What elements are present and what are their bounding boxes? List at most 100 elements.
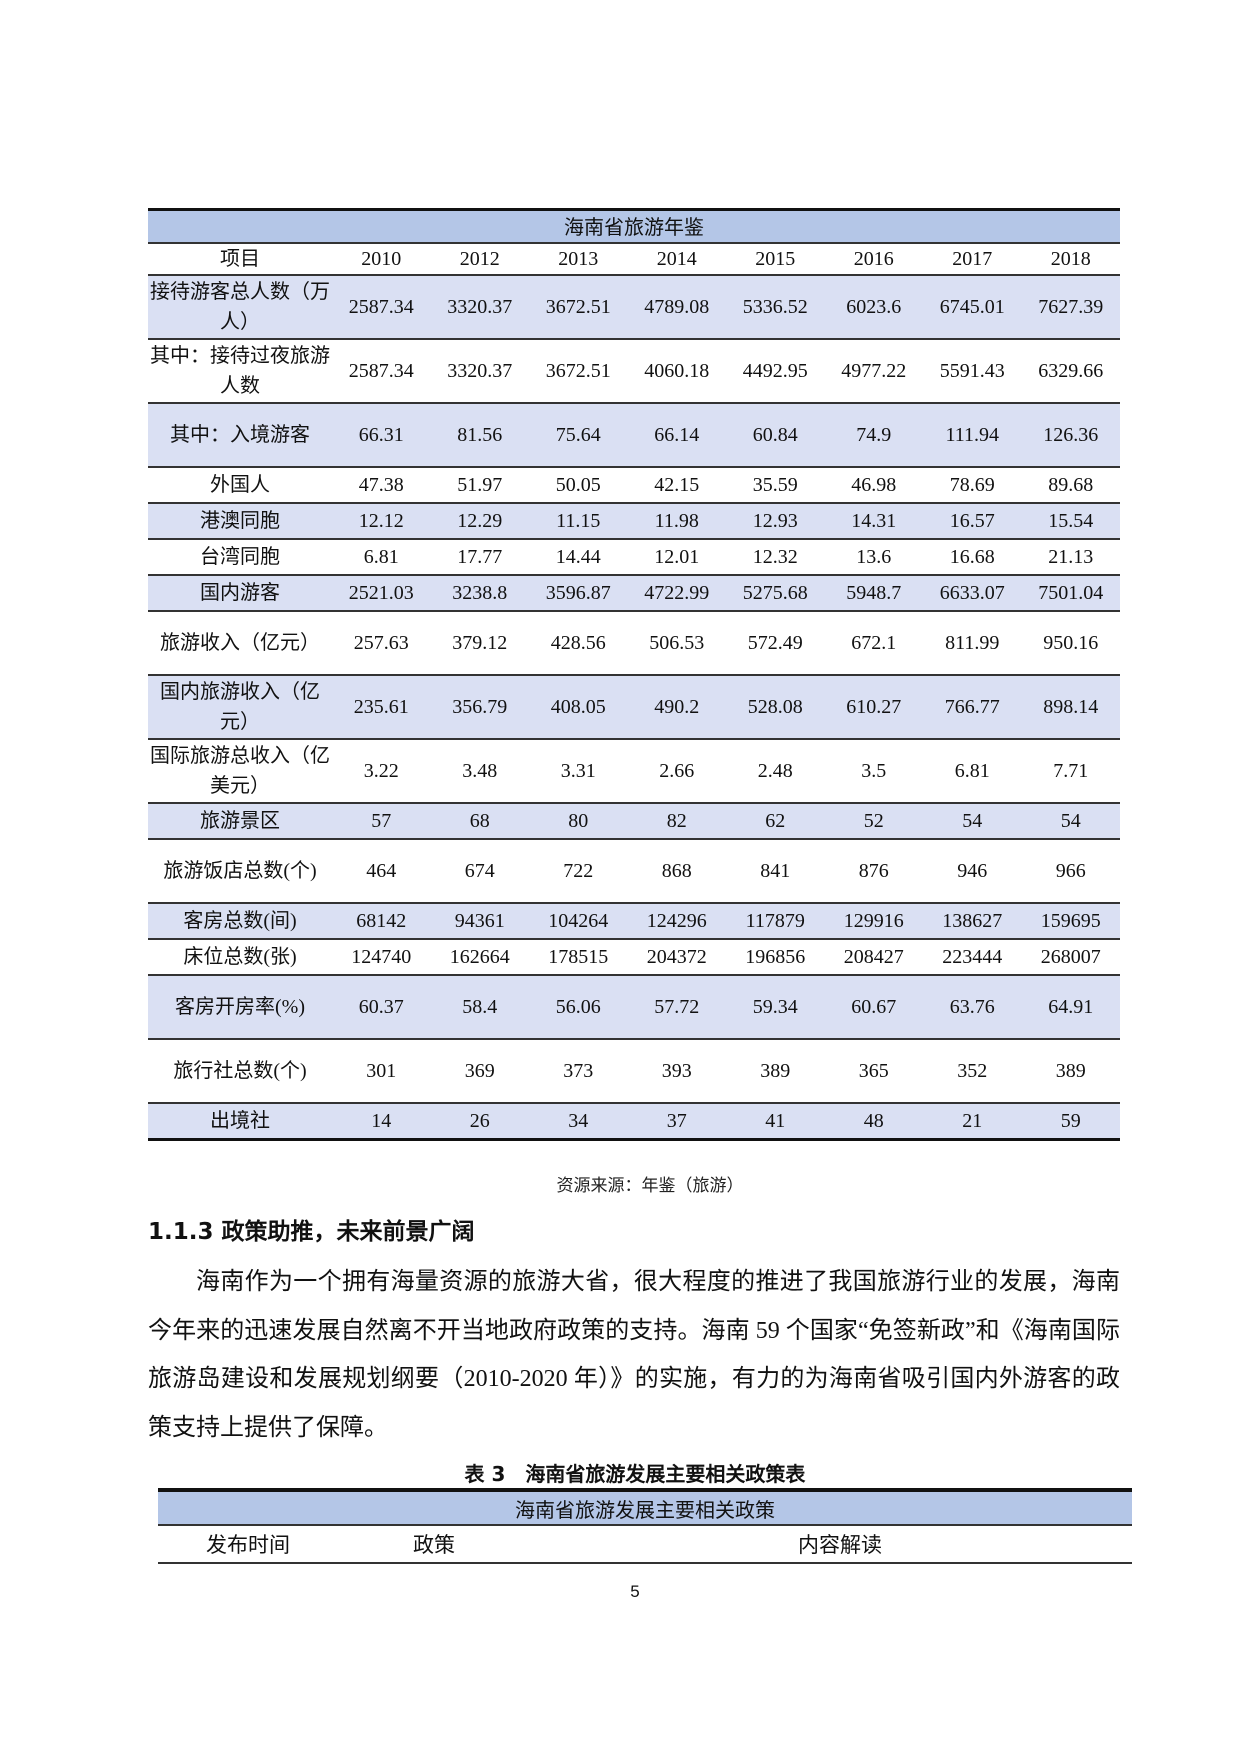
cell-value: 47.38 — [332, 467, 431, 504]
header-year: 2013 — [529, 243, 628, 276]
table-row: 旅游收入（亿元） 257.63 379.12 428.56 506.53 572.49 67… — [148, 611, 1120, 676]
table-row: 港澳同胞 12.12 12.29 11.15 11.98 12.93 14.31 16.57 1… — [148, 503, 1120, 540]
cell-value: 138627 — [923, 903, 1022, 940]
cell-value: 204372 — [627, 939, 726, 976]
cell-value: 3596.87 — [529, 575, 628, 612]
cell-value: 373 — [529, 1039, 628, 1104]
cell-value: 12.01 — [627, 539, 726, 576]
cell-value: 11.98 — [627, 503, 726, 540]
cell-value: 117879 — [726, 903, 825, 940]
cell-value: 15.54 — [1021, 503, 1120, 540]
row-label: 出境社 — [148, 1103, 332, 1141]
table-row: 出境社 14 26 34 37 41 48 21 59 — [148, 1103, 1120, 1141]
cell-value: 3.22 — [332, 739, 431, 804]
row-label: 国际旅游总收入（亿美元） — [148, 739, 332, 804]
table-row: 旅行社总数(个) 301 369 373 393 389 365 352 389 — [148, 1039, 1120, 1104]
row-label: 外国人 — [148, 467, 332, 504]
cell-value: 369 — [430, 1039, 529, 1104]
cell-value: 572.49 — [726, 611, 825, 676]
cell-value: 3238.8 — [430, 575, 529, 612]
cell-value: 54 — [1021, 803, 1120, 840]
cell-value: 162664 — [430, 939, 529, 976]
table-header-row: 项目 2010 2012 2013 2014 2015 2016 2017 2018 — [148, 243, 1120, 276]
cell-value: 57.72 — [627, 975, 726, 1040]
cell-value: 178515 — [529, 939, 628, 976]
cell-value: 3.31 — [529, 739, 628, 804]
table-caption: 表 3 海南省旅游发展主要相关政策表 — [464, 1462, 806, 1486]
cell-value: 51.97 — [430, 467, 529, 504]
cell-value: 129916 — [824, 903, 923, 940]
row-label: 旅游饭店总数(个) — [148, 839, 332, 904]
policy-table-title: 海南省旅游发展主要相关政策 — [158, 1488, 1133, 1526]
cell-value: 12.29 — [430, 503, 529, 540]
cell-value: 235.61 — [332, 675, 431, 740]
cell-value: 393 — [627, 1039, 726, 1104]
cell-value: 301 — [332, 1039, 431, 1104]
cell-value: 13.6 — [824, 539, 923, 576]
cell-value: 672.1 — [824, 611, 923, 676]
cell-value: 4492.95 — [726, 339, 825, 404]
row-label: 旅行社总数(个) — [148, 1039, 332, 1104]
cell-value: 60.37 — [332, 975, 431, 1040]
cell-value: 5336.52 — [726, 275, 825, 340]
cell-value: 196856 — [726, 939, 825, 976]
cell-value: 365 — [824, 1039, 923, 1104]
table-row: 床位总数(张) 124740 162664 178515 204372 196856 208… — [148, 939, 1120, 976]
cell-value: 946 — [923, 839, 1022, 904]
cell-value: 26 — [430, 1103, 529, 1141]
header-year: 2016 — [824, 243, 923, 276]
cell-value: 12.93 — [726, 503, 825, 540]
cell-value: 58.4 — [430, 975, 529, 1040]
cell-value: 950.16 — [1021, 611, 1120, 676]
cell-value: 46.98 — [824, 467, 923, 504]
cell-value: 57 — [332, 803, 431, 840]
cell-value: 60.84 — [726, 403, 825, 468]
header-policy: 政策 — [368, 1525, 598, 1564]
cell-value: 94361 — [430, 903, 529, 940]
cell-value: 3672.51 — [529, 339, 628, 404]
cell-value: 74.9 — [824, 403, 923, 468]
cell-value: 124740 — [332, 939, 431, 976]
table-row: 客房总数(间) 68142 94361 104264 124296 117879 12991… — [148, 903, 1120, 940]
cell-value: 14.44 — [529, 539, 628, 576]
row-label: 国内游客 — [148, 575, 332, 612]
cell-value: 42.15 — [627, 467, 726, 504]
cell-value: 428.56 — [529, 611, 628, 676]
policy-table: 海南省旅游发展主要相关政策 发布时间 政策 内容解读 — [158, 1488, 1133, 1564]
header-year: 2015 — [726, 243, 825, 276]
cell-value: 6.81 — [332, 539, 431, 576]
cell-value: 7.71 — [1021, 739, 1120, 804]
cell-value: 379.12 — [430, 611, 529, 676]
cell-value: 610.27 — [824, 675, 923, 740]
paragraph-text: 海南作为一个拥有海量资源的旅游大省，很大程度的推进了我国旅游行业的发展，海南今年… — [148, 1269, 1120, 1441]
cell-value: 2.48 — [726, 739, 825, 804]
cell-value: 208427 — [824, 939, 923, 976]
cell-value: 841 — [726, 839, 825, 904]
cell-value: 2587.34 — [332, 339, 431, 404]
header-publish-time: 发布时间 — [158, 1525, 368, 1564]
cell-value: 21.13 — [1021, 539, 1120, 576]
cell-value: 41 — [726, 1103, 825, 1141]
cell-value: 80 — [529, 803, 628, 840]
row-label: 接待游客总人数（万人） — [148, 275, 332, 340]
cell-value: 159695 — [1021, 903, 1120, 940]
cell-value: 37 — [627, 1103, 726, 1141]
cell-value: 52 — [824, 803, 923, 840]
cell-value: 21 — [923, 1103, 1022, 1141]
cell-value: 89.68 — [1021, 467, 1120, 504]
cell-value: 82 — [627, 803, 726, 840]
cell-value: 124296 — [627, 903, 726, 940]
cell-value: 75.64 — [529, 403, 628, 468]
cell-value: 12.32 — [726, 539, 825, 576]
cell-value: 2521.03 — [332, 575, 431, 612]
cell-value: 48 — [824, 1103, 923, 1141]
cell-value: 14 — [332, 1103, 431, 1141]
cell-value: 506.53 — [627, 611, 726, 676]
table-row: 其中：接待过夜旅游人数 2587.34 3320.37 3672.51 4060.18 4… — [148, 339, 1120, 404]
cell-value: 268007 — [1021, 939, 1120, 976]
table-title: 海南省旅游年鉴 — [148, 208, 1120, 244]
cell-value: 78.69 — [923, 467, 1022, 504]
cell-value: 490.2 — [627, 675, 726, 740]
cell-value: 389 — [1021, 1039, 1120, 1104]
cell-value: 16.68 — [923, 539, 1022, 576]
